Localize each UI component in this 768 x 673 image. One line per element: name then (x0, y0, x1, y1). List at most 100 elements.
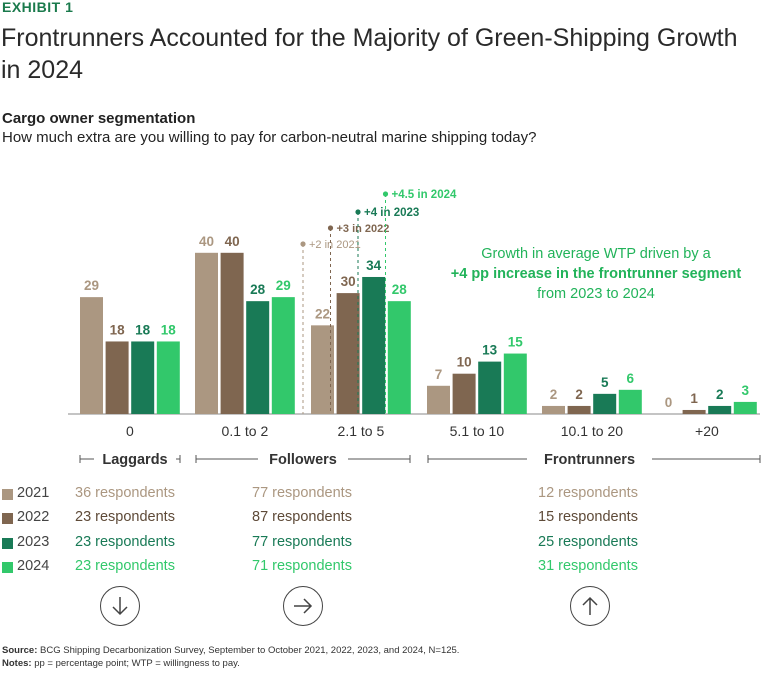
followers-respondents: 87 respondents (252, 509, 352, 526)
category-label-4: 10.1 to 20 (561, 423, 623, 439)
category-label-1: 0.1 to 2 (222, 423, 269, 439)
category-label-3: 5.1 to 10 (450, 423, 505, 439)
segment-label-1: Followers (269, 452, 337, 468)
bar-label-2022-4: 2 (575, 387, 583, 402)
legend-row-2022: 2022 23 respondents 87 respondents 15 respo… (0, 508, 768, 532)
bar-label-2024-4: 6 (627, 371, 635, 386)
marker-dot-2023 (355, 209, 361, 215)
category-label-5: +20 (695, 423, 719, 439)
notes-text: pp = percentage point; WTP = willingness… (31, 658, 240, 669)
bar-2022-3 (452, 373, 476, 414)
marker-label-2022: +3 in 2022 (337, 223, 390, 235)
laggards-respondents: 23 respondents (75, 557, 175, 574)
source-text: BCG Shipping Decarbonization Survey, Sep… (37, 645, 460, 656)
bar-label-2024-5: 3 (742, 383, 750, 398)
arrow-up-icon (570, 586, 610, 626)
bar-label-2023-2: 34 (366, 258, 382, 273)
bar-2021-1 (195, 252, 218, 414)
bar-label-2024-3: 15 (508, 335, 524, 350)
bar-2023-4 (593, 393, 617, 414)
legend-swatch-2023 (2, 537, 13, 549)
source-note: Source: BCG Shipping Decarbonization Sur… (2, 644, 459, 657)
bar-2024-5 (733, 401, 757, 414)
arrow-down-icon (100, 586, 140, 626)
bar-label-2022-5: 1 (690, 391, 698, 406)
bar-label-2024-2: 28 (392, 282, 408, 297)
segment-label-0: Laggards (102, 452, 167, 468)
source-label: Source: (2, 645, 38, 656)
frontrunners-respondents: 15 respondents (538, 509, 638, 526)
chart-subtitle: Cargo owner segmentation (2, 110, 196, 127)
bar-label-2023-3: 13 (482, 343, 498, 358)
footnotes: Source: BCG Shipping Decarbonization Sur… (2, 644, 459, 670)
legend-swatch-2021 (2, 489, 13, 500)
annotation-line1: Growth in average WTP driven by a (481, 246, 711, 262)
marker-label-2021: +2 in 2021 (309, 239, 361, 251)
bar-label-2021-2: 22 (315, 306, 330, 321)
bar-2022-4 (567, 405, 591, 414)
followers-respondents: 71 respondents (252, 557, 352, 574)
bar-label-2021-5: 0 (665, 395, 673, 410)
bar-label-2023-0: 18 (135, 322, 151, 337)
legend-year: 2023 (17, 533, 50, 550)
bar-2022-1 (220, 252, 244, 414)
bar-label-2021-4: 2 (550, 387, 558, 402)
bar-2021-0 (80, 297, 103, 414)
survey-question: How much extra are you willing to pay fo… (2, 129, 537, 146)
legend-swatch-2022 (2, 513, 13, 525)
frontrunners-respondents: 25 respondents (538, 533, 638, 550)
bar-2024-3 (503, 353, 527, 414)
legend-year: 2022 (17, 509, 50, 526)
legend-year: 2024 (17, 557, 50, 574)
bar-2023-2 (362, 276, 386, 414)
bar-label-2021-3: 7 (435, 367, 443, 382)
marker-label-2024: +4.5 in 2024 (392, 189, 457, 201)
marker-dot-2024 (382, 191, 389, 197)
bar-label-2024-0: 18 (161, 322, 177, 337)
bar-2023-1 (246, 301, 270, 414)
legend-row-2024: 2024 23 respondents 71 respondents 31 respo… (0, 557, 768, 581)
legend-swatch-2024 (2, 561, 13, 573)
category-label-2: 2.1 to 5 (338, 423, 385, 439)
bar-2021-4 (542, 405, 565, 414)
bar-2024-2 (387, 301, 411, 414)
bar-2022-0 (105, 341, 129, 414)
exhibit-label: EXHIBIT 1 (2, 0, 74, 15)
bar-label-2022-0: 18 (110, 322, 126, 337)
legend-row-2023: 2023 23 respondents 77 respondents 25 respo… (0, 533, 768, 557)
followers-respondents: 77 respondents (252, 533, 352, 550)
marker-dot-2022 (327, 225, 334, 231)
annotation-line2: +4 pp increase in the frontrunner segmen… (446, 264, 746, 304)
bar-2024-1 (271, 297, 295, 414)
legend-year: 2021 (17, 485, 50, 501)
frontrunners-respondents: 31 respondents (538, 557, 638, 574)
followers-respondents: 77 respondents (252, 485, 352, 501)
marker-dot-2021 (300, 241, 306, 247)
bar-label-2022-2: 30 (341, 274, 356, 289)
laggards-respondents: 23 respondents (75, 533, 175, 550)
frontrunners-respondents: 12 respondents (538, 485, 638, 501)
annotation-bold: +4 pp increase in the frontrunner segmen… (450, 266, 742, 282)
bar-label-2022-3: 10 (457, 355, 472, 370)
laggards-respondents: 36 respondents (75, 485, 175, 501)
legend-row-2021: 2021 36 respondents 77 respondents 12 respo… (0, 484, 768, 508)
notes-label: Notes: (2, 658, 32, 669)
laggards-respondents: 23 respondents (75, 509, 175, 526)
bar-label-2023-5: 2 (716, 387, 724, 402)
page-title: Frontrunners Accounted for the Majority … (1, 24, 738, 84)
bar-2024-4 (618, 389, 642, 414)
bar-2022-5 (682, 409, 706, 414)
bar-2021-2 (311, 325, 334, 414)
bar-label-2023-4: 5 (601, 375, 609, 390)
notes-note: Notes: pp = percentage point; WTP = will… (2, 657, 459, 670)
bar-2023-3 (478, 361, 502, 414)
bar-2021-3 (427, 385, 450, 414)
bar-label-2021-0: 29 (84, 278, 99, 293)
bar-label-2022-1: 40 (225, 234, 240, 249)
marker-label-2023: +4 in 2023 (364, 207, 419, 219)
segment-label-2: Frontrunners (544, 452, 635, 468)
bar-label-2024-1: 29 (276, 278, 291, 293)
bar-label-2021-1: 40 (199, 234, 214, 249)
arrow-right-icon (283, 586, 323, 626)
